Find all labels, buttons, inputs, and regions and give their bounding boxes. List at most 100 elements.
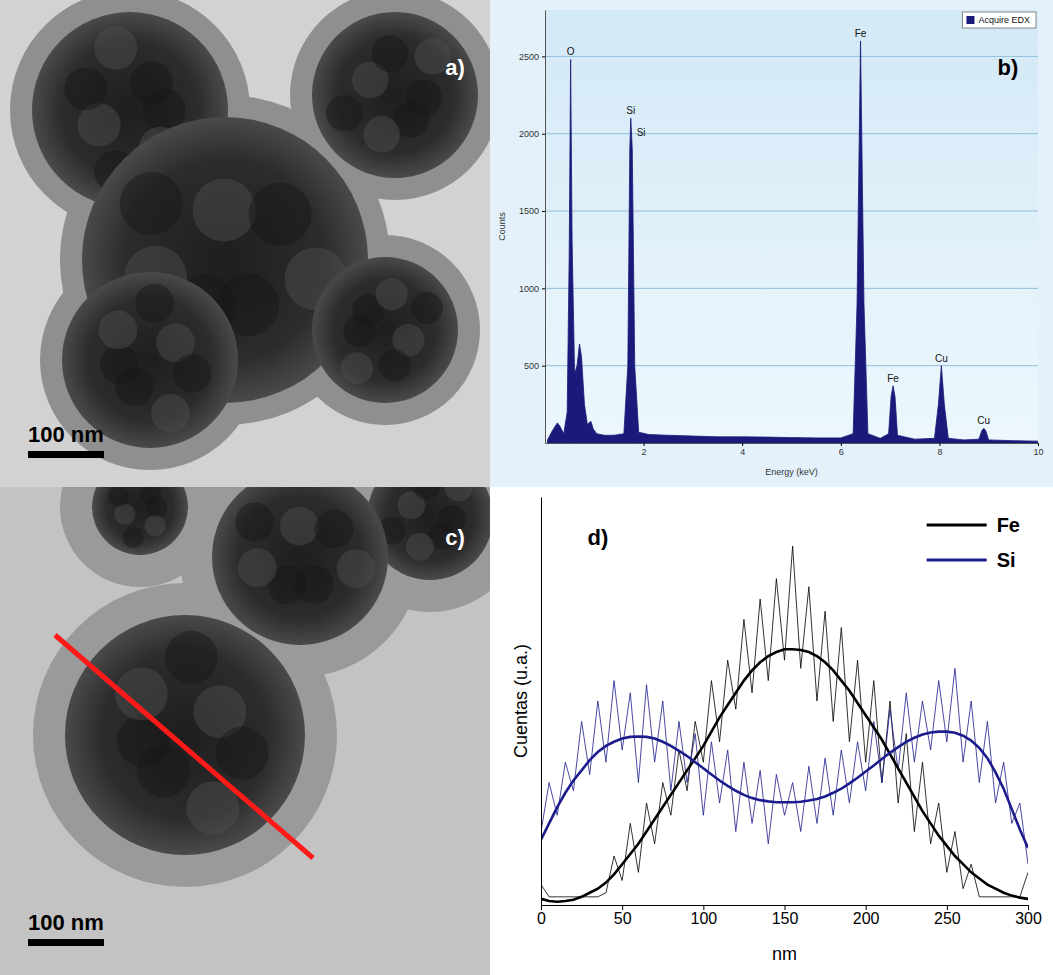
scale-bar <box>28 939 104 946</box>
particle-texture <box>108 487 129 507</box>
peak-label: Cu <box>977 415 990 426</box>
micrograph <box>0 487 490 975</box>
tick-label: 250 <box>934 910 961 927</box>
tick: 10 <box>1033 443 1043 457</box>
particle-core <box>212 487 388 645</box>
axis-line <box>541 498 542 906</box>
particle-texture <box>406 80 443 117</box>
tick-label: 500 <box>524 361 539 371</box>
x-axis: 246810 <box>546 443 1044 457</box>
figure-svg: a)100 nm2468105001000150020002500Energy … <box>0 0 1053 975</box>
tick-mark <box>947 905 948 910</box>
grid <box>545 56 1038 365</box>
tick: 150 <box>772 905 799 927</box>
axis-line <box>546 443 1039 444</box>
panel-label: d) <box>588 525 609 550</box>
particle-texture <box>314 510 353 549</box>
particle-texture <box>64 67 107 110</box>
particle-texture <box>122 527 143 548</box>
legend-box <box>962 12 1036 28</box>
particle-texture <box>363 116 400 153</box>
y-axis <box>541 498 542 906</box>
tick-mark <box>542 134 545 135</box>
x-axis: 0 50 100 150 200 250 300 <box>537 905 1042 927</box>
figure: a)100 nm2468105001000150020002500Energy … <box>0 0 1053 975</box>
tick-mark <box>785 905 786 910</box>
particle-texture <box>130 62 173 105</box>
tick-mark <box>939 443 940 446</box>
peak-label: Si <box>637 127 646 138</box>
tick-mark <box>541 905 542 910</box>
raw-profile <box>541 546 1028 897</box>
fit-profile <box>541 732 1028 848</box>
particle-texture <box>372 36 409 73</box>
particle-texture <box>337 549 376 588</box>
tick: 2500 <box>519 52 545 62</box>
tick-mark <box>703 905 704 910</box>
peak-label: Fe <box>887 373 899 384</box>
tick: 1000 <box>519 284 545 294</box>
plot-background <box>545 10 1038 443</box>
particle-texture <box>412 487 440 500</box>
tick: 250 <box>934 905 961 927</box>
legend-label: Acquire EDX <box>978 15 1030 25</box>
particle-texture <box>411 292 443 324</box>
tick: 100 <box>690 905 717 927</box>
legend-label: Si <box>997 549 1016 571</box>
particle-texture <box>151 394 190 433</box>
particle-core <box>312 12 478 178</box>
profile-line <box>55 635 313 858</box>
particle-texture <box>137 745 190 798</box>
particle-texture <box>173 354 212 393</box>
particle-texture <box>343 315 375 347</box>
particle-texture <box>376 278 408 310</box>
tick-label: 100 <box>690 910 717 927</box>
tick: 50 <box>614 905 632 927</box>
tick: 200 <box>853 905 880 927</box>
particle-texture <box>280 507 319 546</box>
particle-texture <box>378 349 410 381</box>
peak-label: Fe <box>855 28 867 39</box>
particle-texture <box>122 487 143 488</box>
tick: 2 <box>642 443 647 457</box>
y-axis: 5001000150020002500 <box>519 11 546 444</box>
particle-texture <box>115 367 154 406</box>
raw-profile <box>541 668 1028 864</box>
grid-line <box>545 365 1038 366</box>
micrograph-background <box>0 487 490 975</box>
particle-texture <box>295 565 334 604</box>
tick-mark <box>622 905 623 910</box>
tick: 300 <box>1015 905 1042 927</box>
tick-mark <box>866 905 867 910</box>
particle-texture <box>249 183 312 246</box>
micrograph-background <box>0 0 490 487</box>
tick-label: 6 <box>839 447 844 457</box>
peak-label: Cu <box>935 353 948 364</box>
tick-label: 0 <box>537 910 546 927</box>
tick-label: 2000 <box>519 129 539 139</box>
y-axis-title: Counts <box>497 212 507 241</box>
tick-mark <box>542 56 545 57</box>
tick-mark <box>841 443 842 446</box>
tick: 500 <box>524 361 545 371</box>
x-axis-title: nm <box>772 944 797 964</box>
tick-label: 10 <box>1033 447 1043 457</box>
particle-core <box>92 487 188 555</box>
particle-texture <box>135 284 174 323</box>
panel-background <box>490 487 1053 975</box>
particle-texture <box>445 487 473 502</box>
tick-mark <box>1038 443 1039 446</box>
scale-bar <box>28 451 104 458</box>
legend: Fe Si <box>927 514 1020 571</box>
tick: 6 <box>839 443 844 457</box>
tick: 4 <box>740 443 745 457</box>
particle-texture <box>144 515 165 536</box>
legend-swatch <box>927 524 987 527</box>
tick-label: 1000 <box>519 284 539 294</box>
particle-texture <box>99 310 138 349</box>
spectrum-area <box>547 41 1038 443</box>
marks <box>547 41 1038 443</box>
tick-mark <box>542 366 545 367</box>
micrograph <box>0 0 490 487</box>
legend-label: Fe <box>997 514 1020 536</box>
